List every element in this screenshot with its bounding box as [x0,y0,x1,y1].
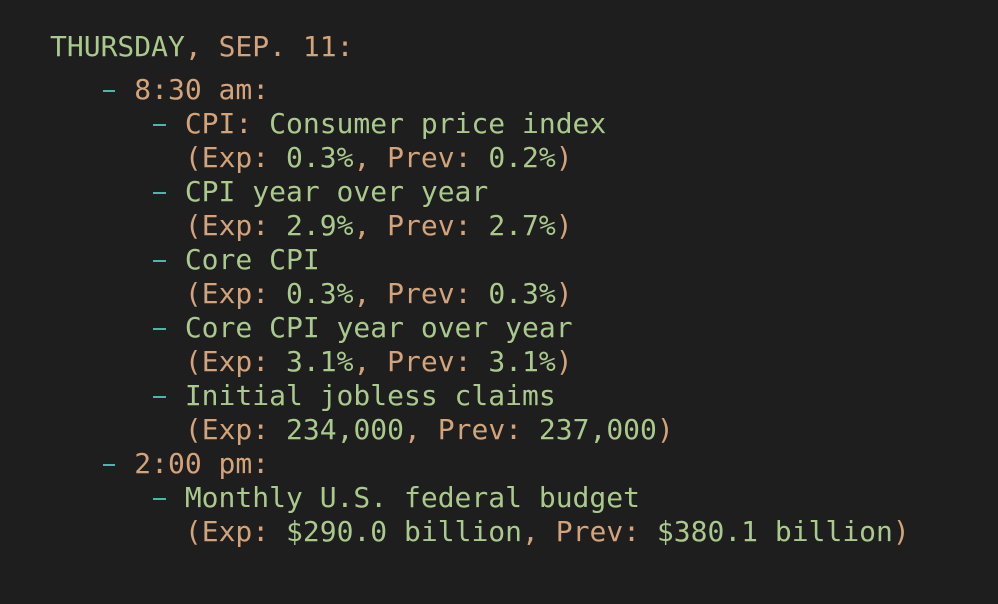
item-detail: (Exp: 234,000, Prev: 237,000) [185,413,998,447]
exp-label: (Exp: [184,345,287,378]
exp-value: 0.3% [286,277,354,310]
item-detail: (Exp: $290.0 billion, Prev: $380.1 billi… [185,515,998,549]
exp-label: (Exp: [184,141,287,174]
item: CPI year over year [151,175,998,209]
prev-label: , Prev: [353,209,489,242]
close: ) [656,413,674,446]
prev-value: $380.1 billion [656,515,893,548]
session-time: 8:30 am: [101,73,998,107]
exp-value: 3.1% [286,345,354,378]
exp-value: 0.3% [286,141,354,174]
item-name: Core CPI [184,243,320,276]
close: ) [555,209,573,242]
item-name: Monthly U.S. federal budget [184,481,640,514]
time: 2:00 pm: [134,447,270,480]
prev-label: , Prev: [353,141,489,174]
day: THURSDAY [50,30,185,63]
dash [151,243,168,277]
prev-value: 3.1% [488,345,556,378]
prev-label: , Prev: [404,413,539,446]
close: ) [555,345,573,378]
item-key: CPI: [184,107,253,140]
item: Core CPI year over year [151,311,998,345]
dash [151,311,168,345]
exp-value: $290.0 billion [286,515,523,548]
time: 8:30 am: [134,73,270,106]
date: , SEP. 11: [184,30,354,63]
close: ) [892,515,910,548]
prev-value: 0.2% [488,141,556,174]
exp-label: (Exp: [184,209,287,242]
prev-value: 2.7% [488,209,556,242]
item-name: CPI year over year [184,175,489,208]
dash [151,175,168,209]
exp-value: 234,000 [286,413,405,446]
item-name: Consumer price index [252,107,607,140]
header: THURSDAY, SEP. 11: [50,30,998,64]
exp-label: (Exp: [184,413,287,446]
item: Monthly U.S. federal budget [151,481,998,515]
exp-label: (Exp: [184,515,287,548]
item: Core CPI [151,243,998,277]
prev-label: , Prev: [353,277,489,310]
prev-value: 237,000 [538,413,657,446]
item-detail: (Exp: 3.1%, Prev: 3.1%) [185,345,998,379]
dash [101,73,118,107]
dash [101,447,118,481]
dash [151,379,168,413]
item-detail: (Exp: 2.9%, Prev: 2.7%) [185,209,998,243]
close: ) [555,141,573,174]
prev-label: , Prev: [353,345,489,378]
exp-label: (Exp: [184,277,287,310]
exp-value: 2.9% [286,209,354,242]
session-time: 2:00 pm: [101,447,998,481]
prev-label: , Prev: [522,515,657,548]
dash [151,481,168,515]
item-detail: (Exp: 0.3%, Prev: 0.2%) [185,141,998,175]
item-name: Initial jobless claims [184,379,556,412]
close: ) [555,277,573,310]
item: Initial jobless claims [151,379,998,413]
item-name: Core CPI year over year [184,311,573,344]
item: CPI: Consumer price index [151,107,998,141]
prev-value: 0.3% [488,277,556,310]
item-detail: (Exp: 0.3%, Prev: 0.3%) [185,277,998,311]
dash [151,107,168,141]
